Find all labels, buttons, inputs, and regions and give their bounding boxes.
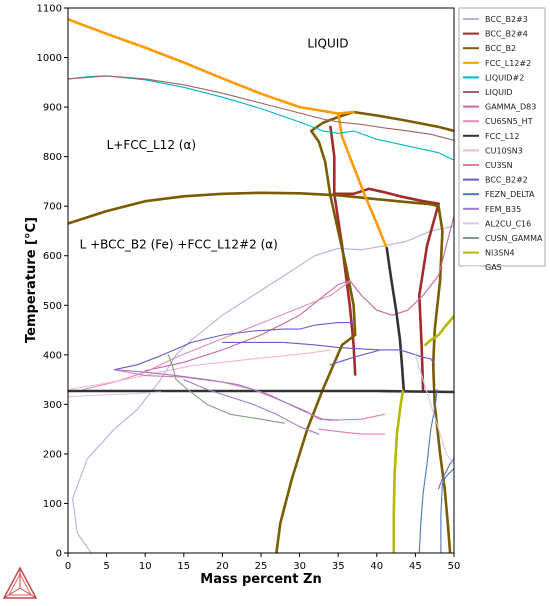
series-line-bcc-b2-2-segment-0 <box>113 322 356 371</box>
legend-label-liquid: LIQUID <box>485 88 513 97</box>
legend-label-bcc-b2-4: BCC_B2#4 <box>485 30 528 39</box>
series-line-bcc-b2-2-segment-3 <box>438 458 454 490</box>
legend-label-al2cu-c16: AL2CU_C16 <box>485 219 531 228</box>
x-axis-ticks: 0 5 10 15 20 25 30 35 40 45 50 <box>65 553 461 572</box>
y-tick-label: 600 <box>43 251 62 262</box>
x-tick-label: 0 <box>65 561 71 572</box>
legend-label-bcc-b2-3: BCC_B2#3 <box>485 15 528 24</box>
legend-label-ni3sn4: NI3SN4 <box>485 249 515 258</box>
legend-label-gas: GAS <box>485 263 502 272</box>
series-line-bcc-b2-2-segment-1 <box>221 341 382 351</box>
series-line-al2cu-c16-segment-0 <box>68 391 162 398</box>
y-tick-label: 500 <box>43 301 62 312</box>
plot-background <box>68 8 454 553</box>
legend-label-cu3sn: CU3SN <box>485 161 513 170</box>
y-tick-label: 1000 <box>37 53 62 64</box>
series-layer <box>68 18 454 553</box>
y-tick-label: 100 <box>43 499 62 510</box>
series-line-fcc-l12-segment-1 <box>385 247 406 393</box>
legend-label-fezn-delta: FEZN_DELTA <box>485 190 535 199</box>
legend: BCC_B2#3 BCC_B2#4 BCC_B2 FCC_L12#2 LIQUID#2 L… <box>458 7 546 272</box>
x-tick-label: 40 <box>370 561 383 572</box>
legend-label-cu10sn3: CU10SN3 <box>485 146 523 155</box>
y-tick-label: 800 <box>43 152 62 163</box>
legend-label-fcc-l12-2: FCC_L12#2 <box>485 59 531 68</box>
legend-label-bcc-b2: BCC_B2 <box>485 44 516 53</box>
thermo-calc-logo <box>2 566 38 599</box>
series-line-bcc-b2-segment-1 <box>275 110 454 553</box>
y-tick-label: 200 <box>43 449 62 460</box>
x-tick-label: 30 <box>293 561 306 572</box>
series-line-fcc-l12-2-segment-0 <box>68 18 355 115</box>
series-line-fem-b35-segment-0 <box>113 369 339 421</box>
x-tick-label: 25 <box>255 561 268 572</box>
y-tick-label: 400 <box>43 350 62 361</box>
region-label: L +BCC_B2 (Fe) +FCC_L12#2 (α) <box>80 237 278 251</box>
legend-label-gamma-d83: GAMMA_D83 <box>485 103 536 112</box>
series-line-bcc-b2-2-segment-2 <box>329 349 436 366</box>
legend-label-cusn-gamma: CUSN_GAMMA <box>485 234 543 243</box>
series-line-fcc-l12-segment-0 <box>68 389 454 394</box>
y-tick-label: 700 <box>43 202 62 213</box>
x-tick-label: 35 <box>332 561 345 572</box>
legend-label-fem-b35: FEM_B35 <box>485 205 521 214</box>
y-tick-label: 300 <box>43 400 62 411</box>
y-tick-label: 900 <box>43 103 62 114</box>
region-label: L+FCC_L12 (α) <box>107 138 196 152</box>
series-line-cu10sn3-segment-0 <box>68 349 332 391</box>
x-tick-label: 10 <box>139 561 152 572</box>
x-tick-label: 15 <box>177 561 190 572</box>
series-line-cu6sn5-ht-segment-0 <box>82 280 351 391</box>
region-label: LIQUID <box>307 37 348 51</box>
series-line-al2cu-c16-segment-1 <box>414 354 454 465</box>
x-tick-label: 5 <box>103 561 109 572</box>
legend-label-bcc-b2-2: BCC_B2#2 <box>485 176 528 185</box>
legend-label-fcc-l12: FCC_L12 <box>485 132 519 141</box>
series-line-fezn-delta-segment-1 <box>440 468 454 553</box>
series-line-fem-b35-segment-1 <box>183 379 320 435</box>
x-tick-label: 50 <box>448 561 461 572</box>
series-line-bcc-b2-4-segment-1 <box>332 187 440 205</box>
region-label-layer: LIQUID L+FCC_L12 (α) L +BCC_B2 (Fe) +FCC_L… <box>80 37 349 252</box>
y-axis-title: Temperature [°C] <box>24 217 39 343</box>
series-line-ni3sn4-segment-0 <box>392 389 405 553</box>
series-line-ni3sn4-segment-1 <box>424 314 454 347</box>
series-line-bcc-b2-4-segment-2 <box>417 202 440 391</box>
series-line-bcc-b2-segment-0 <box>68 191 452 553</box>
legend-label-liquid-2: LIQUID#2 <box>485 73 524 82</box>
legend-label-cu6sn5-ht: CU6SN5_HT <box>485 117 533 126</box>
x-axis-title: Mass percent Zn <box>200 572 321 587</box>
y-axis-ticks: 0 100 200 300 400 500 600 700 800 900 1000 1100 <box>37 4 68 560</box>
legend-entries: BCC_B2#3 BCC_B2#4 BCC_B2 FCC_L12#2 LIQUID#2 L… <box>463 15 543 272</box>
series-line-liquid-segment-0 <box>68 75 454 141</box>
series-line-cu3sn-segment-1 <box>318 428 386 435</box>
x-tick-label: 45 <box>409 561 422 572</box>
series-line-fezn-delta-segment-0 <box>418 388 438 553</box>
series-line-cusn-gamma-segment-0 <box>167 354 285 424</box>
x-tick-label: 20 <box>216 561 229 572</box>
y-tick-label: 0 <box>56 549 62 560</box>
y-tick-label: 1100 <box>37 4 62 15</box>
